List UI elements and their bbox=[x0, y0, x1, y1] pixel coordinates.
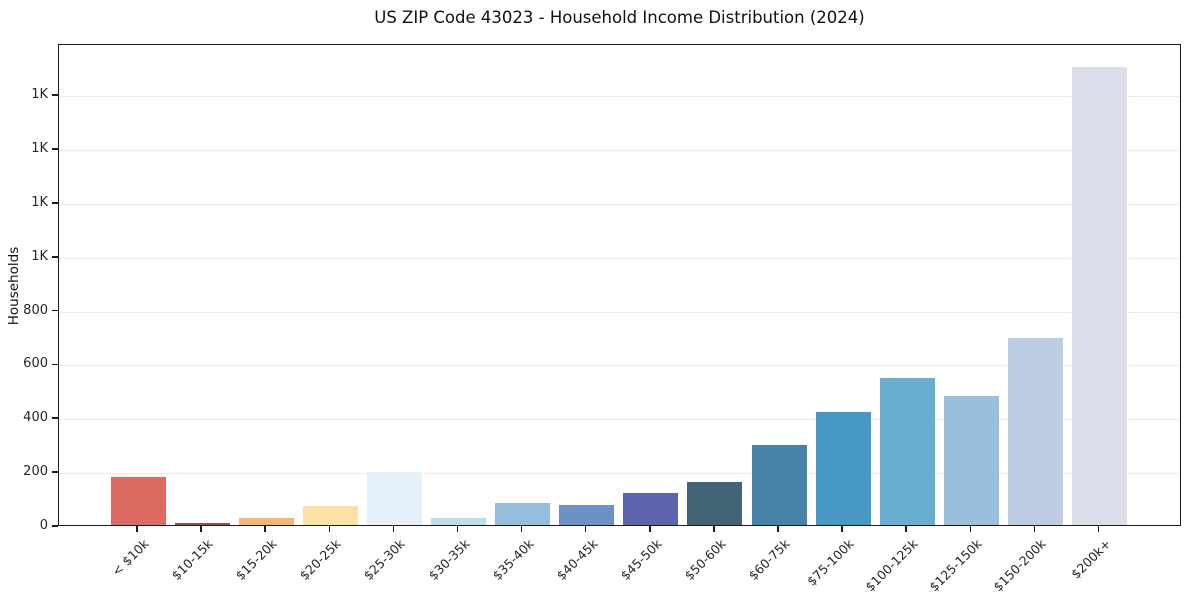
x-tick-mark bbox=[456, 526, 459, 532]
x-tick-label: $20-25k bbox=[296, 536, 344, 584]
y-tick-label: 800 bbox=[23, 302, 48, 318]
x-tick-label: $125-150k bbox=[926, 536, 985, 594]
bar bbox=[110, 476, 166, 525]
x-tick-label: $45-50k bbox=[617, 536, 665, 584]
gridline bbox=[59, 419, 1180, 421]
bar bbox=[559, 504, 615, 525]
bar bbox=[815, 412, 871, 525]
x-tick-label: $50-60k bbox=[681, 536, 729, 584]
x-tick-mark bbox=[264, 526, 266, 532]
bar bbox=[879, 378, 935, 525]
x-tick-mark bbox=[200, 526, 202, 532]
y-tick-mark bbox=[52, 94, 58, 96]
x-tick-label: $30-35k bbox=[425, 536, 473, 584]
x-tick-mark bbox=[136, 526, 138, 532]
y-tick-label: 1K bbox=[31, 87, 48, 103]
y-tick-label: 0 bbox=[39, 518, 48, 533]
x-tick-mark bbox=[328, 526, 331, 532]
x-tick-mark bbox=[777, 526, 779, 532]
x-tick-label: $200k+ bbox=[1067, 536, 1114, 582]
x-tick-mark bbox=[969, 526, 972, 532]
x-tick-mark bbox=[584, 526, 587, 532]
gridline bbox=[59, 96, 1180, 98]
bar bbox=[366, 471, 422, 525]
y-tick-label: 1K bbox=[31, 248, 48, 264]
x-tick-label: $15-20k bbox=[232, 536, 280, 584]
chart-title: US ZIP Code 43023 - Household Income Dis… bbox=[374, 8, 865, 27]
bar bbox=[1072, 67, 1127, 525]
y-tick-mark bbox=[52, 148, 58, 150]
gridline bbox=[59, 311, 1180, 313]
gridline bbox=[59, 473, 1180, 475]
x-tick-mark bbox=[649, 526, 651, 532]
y-tick-label: 1K bbox=[31, 141, 48, 157]
y-tick-label: 1K bbox=[31, 194, 48, 210]
gridline bbox=[59, 150, 1180, 152]
y-tick-mark bbox=[52, 363, 58, 366]
y-tick-mark bbox=[52, 417, 58, 420]
x-tick-mark bbox=[1033, 526, 1036, 532]
y-tick-mark bbox=[52, 525, 58, 527]
x-tick-mark bbox=[713, 526, 715, 532]
bar bbox=[174, 523, 230, 525]
x-tick-label: < $10k bbox=[108, 536, 152, 579]
x-tick-label: $100-125k bbox=[862, 536, 921, 594]
x-tick-label: $75-100k bbox=[804, 536, 857, 589]
x-tick-label: $60-75k bbox=[745, 536, 793, 584]
bar bbox=[687, 481, 743, 525]
gridline bbox=[59, 257, 1180, 259]
y-tick-mark bbox=[52, 255, 58, 258]
y-tick-mark bbox=[52, 202, 58, 204]
y-tick-label: 400 bbox=[23, 410, 48, 426]
x-tick-mark bbox=[905, 526, 907, 532]
bar bbox=[751, 444, 807, 525]
bar bbox=[623, 493, 679, 525]
y-tick-label: 200 bbox=[23, 464, 48, 480]
x-tick-mark bbox=[1097, 526, 1100, 532]
y-tick-mark bbox=[52, 309, 58, 312]
bar bbox=[431, 518, 486, 525]
x-tick-label: $150-200k bbox=[990, 536, 1049, 594]
bar bbox=[1007, 337, 1063, 525]
y-tick-label: 600 bbox=[23, 356, 48, 372]
y-tick-mark bbox=[52, 471, 58, 473]
bar bbox=[943, 395, 999, 525]
bar bbox=[302, 505, 358, 525]
x-tick-mark bbox=[520, 526, 523, 532]
x-tick-label: $35-40k bbox=[489, 536, 537, 584]
x-tick-label: $40-45k bbox=[553, 536, 601, 584]
x-tick-label: $25-30k bbox=[360, 536, 408, 584]
x-tick-label: $10-15k bbox=[168, 536, 216, 584]
x-tick-mark bbox=[841, 526, 843, 532]
gridline bbox=[59, 203, 1180, 205]
x-tick-mark bbox=[392, 526, 395, 532]
bar bbox=[495, 503, 551, 525]
gridline bbox=[59, 365, 1180, 367]
bar bbox=[238, 518, 294, 525]
plot-area bbox=[58, 44, 1181, 526]
